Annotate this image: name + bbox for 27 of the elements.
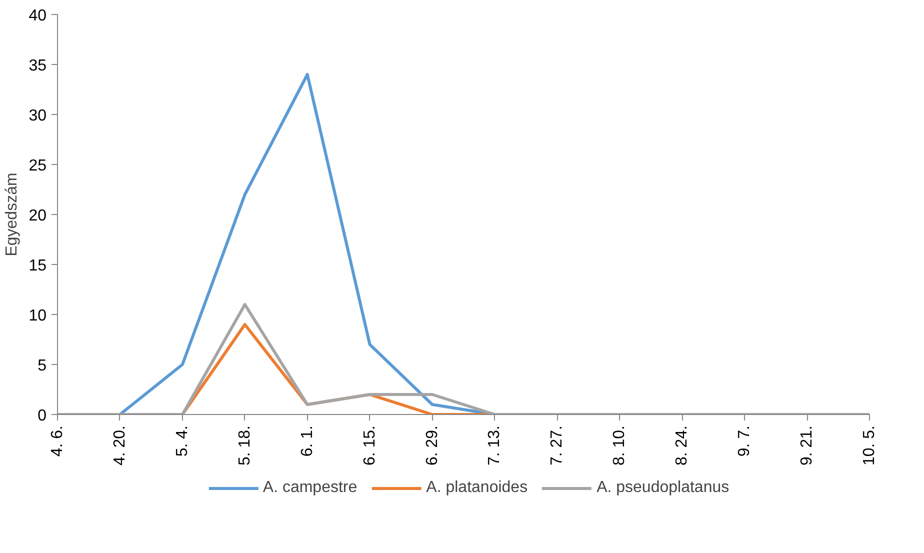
x-tick-label: 10. 5. bbox=[861, 426, 878, 466]
y-axis-title: Egyedszám bbox=[4, 172, 21, 256]
legend-label: A. platanoides bbox=[426, 479, 528, 497]
x-tick-label: 6. 29. bbox=[424, 426, 441, 466]
y-tick-label: 10 bbox=[28, 308, 47, 324]
y-tick-label: 0 bbox=[38, 408, 47, 424]
x-tick-label: 9. 21. bbox=[798, 426, 816, 466]
x-tick-label: 5. 18. bbox=[236, 426, 254, 466]
x-tick-label: 4. 6. bbox=[49, 425, 66, 457]
x-tick-label: 6. 1. bbox=[298, 425, 316, 457]
y-tick-label: 25 bbox=[28, 158, 47, 174]
y-tick-label: 5 bbox=[38, 358, 47, 374]
x-tick-label: 4. 20. bbox=[111, 426, 128, 466]
y-tick-label: 30 bbox=[28, 108, 47, 124]
x-tick-label: 7. 27. bbox=[548, 426, 566, 466]
legend-label: A. campestre bbox=[262, 479, 358, 497]
y-tick-label: 20 bbox=[28, 208, 47, 224]
x-tick-label: 7. 13. bbox=[486, 426, 504, 466]
x-tick-label: 5. 4. bbox=[174, 425, 191, 457]
legend-label: A. pseudoplatanus bbox=[596, 479, 730, 497]
x-tick-label: 6. 15. bbox=[361, 426, 378, 466]
y-tick-label: 35 bbox=[28, 58, 47, 74]
x-tick-label: 9. 7. bbox=[736, 425, 754, 457]
y-tick-label: 40 bbox=[28, 8, 47, 24]
x-tick-label: 8. 10. bbox=[611, 426, 628, 466]
y-tick-label: 15 bbox=[28, 258, 47, 274]
x-tick-label: 8. 24. bbox=[674, 426, 691, 466]
